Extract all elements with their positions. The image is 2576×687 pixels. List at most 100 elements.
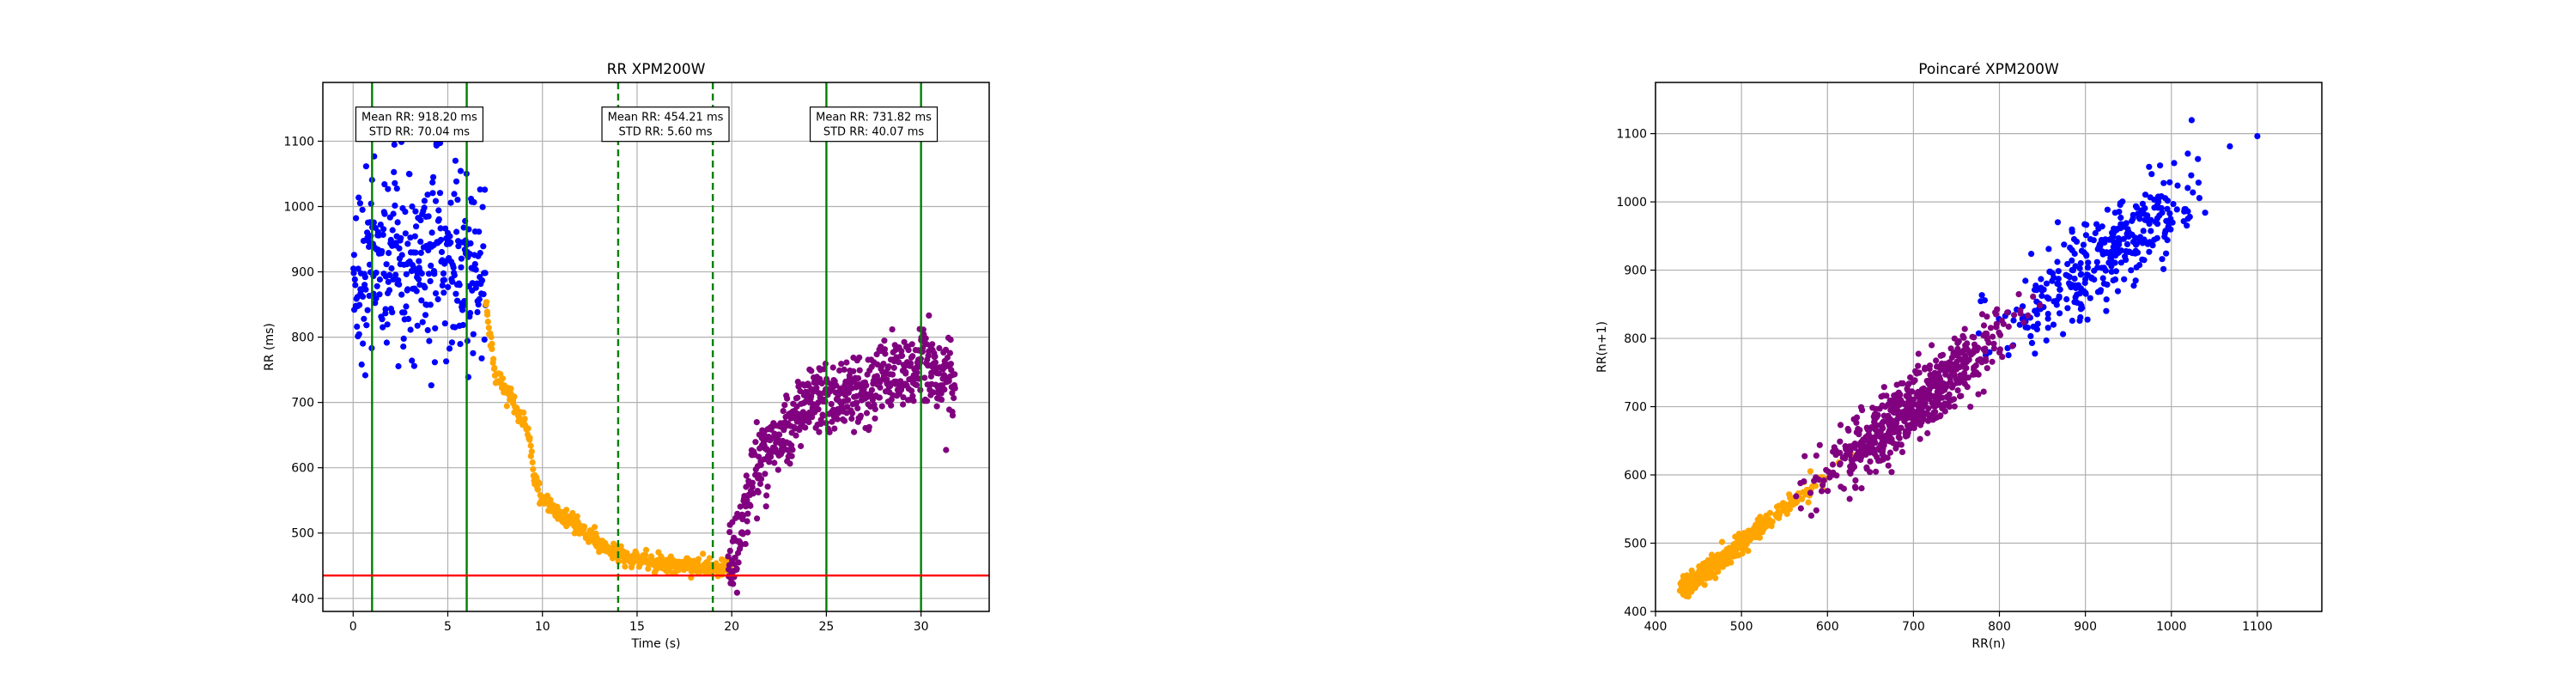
rr-data-point (534, 486, 542, 493)
poincare-data-point (2055, 268, 2062, 275)
poincare-data-point (1851, 441, 1858, 447)
poincare-data-point (1954, 387, 1961, 394)
rr-data-point (392, 202, 398, 209)
rr-data-point (398, 252, 405, 258)
poincare-data-point (1947, 374, 1953, 381)
rr-data-point (396, 281, 403, 288)
poincare-data-point (2050, 321, 2057, 328)
poincare-data-point (1820, 482, 1826, 489)
poincare-x-tick-label: 900 (2074, 620, 2097, 634)
poincare-data-point (1937, 376, 1944, 383)
poincare-data-point (1798, 495, 1806, 502)
rr-data-point (754, 515, 761, 522)
rr-data-point (405, 315, 412, 322)
rr-data-point (472, 266, 479, 273)
rr-data-point (482, 270, 489, 277)
poincare-data-point (2032, 350, 2038, 357)
rr-data-point (946, 350, 953, 356)
poincare-data-point (1905, 407, 1911, 414)
rr-data-point (356, 200, 363, 207)
rr-data-point (458, 255, 465, 262)
rr-data-point (872, 415, 878, 422)
poincare-data-point (1907, 374, 1914, 381)
rr-data-point (529, 459, 536, 466)
poincare-data-point (1956, 392, 1964, 400)
poincare-data-point (2118, 221, 2125, 228)
rr-data-point (354, 323, 361, 330)
rr-data-point (447, 199, 454, 206)
poincare-data-point (2004, 309, 2011, 316)
poincare-data-point (1923, 410, 1929, 417)
poincare-data-point (1818, 488, 1826, 495)
rr-data-point (941, 386, 948, 393)
poincare-data-point (2005, 352, 2012, 359)
poincare-data-point (2160, 265, 2167, 272)
poincare-plot-frame (1655, 82, 2323, 612)
poincare-data-point (1936, 413, 1943, 420)
poincare-data-point (1861, 443, 1868, 450)
poincare-data-point (1885, 462, 1892, 469)
rr-data-point (439, 282, 446, 289)
rr-data-point (831, 425, 838, 432)
poincare-data-point (2107, 249, 2114, 256)
poincare-data-point (1880, 456, 1886, 463)
poincare-data-point (2161, 229, 2168, 236)
rr-data-point (591, 524, 598, 531)
poincare-data-point (1905, 381, 1911, 388)
rr-data-point (431, 359, 438, 366)
rr-data-point (384, 321, 391, 328)
poincare-data-point (1706, 569, 1713, 576)
rr-data-point (400, 335, 407, 342)
poincare-y-tick-label: 700 (1624, 401, 1647, 415)
rr-data-point (942, 346, 950, 353)
poincare-data-point (2025, 312, 2032, 319)
rr-data-point (885, 363, 892, 370)
rr-chart-title: RR XPM200W (607, 61, 706, 78)
poincare-data-point (1857, 404, 1865, 410)
rr-data-point (706, 555, 714, 562)
poincare-data-point (1914, 389, 1921, 396)
rr-data-point (432, 290, 440, 297)
rr-data-point (776, 431, 783, 438)
rr-scatter-points (350, 138, 958, 596)
poincare-data-point (1916, 369, 1923, 376)
poincare-data-point (1801, 491, 1809, 498)
poincare-data-point (1952, 349, 1959, 356)
poincare-data-point (1691, 579, 1698, 586)
rr-data-point (424, 192, 431, 198)
rr-data-point (456, 282, 463, 289)
rr-data-point (909, 392, 916, 399)
rr-data-point (794, 379, 801, 386)
rr-data-point (441, 320, 448, 327)
poincare-data-point (1883, 433, 1890, 440)
poincare-data-point (2054, 219, 2062, 226)
poincare-data-point (1915, 362, 1922, 369)
rr-data-point (401, 309, 408, 316)
poincare-data-point (1782, 501, 1789, 508)
poincare-data-point (2063, 295, 2070, 303)
poincare-data-point (1878, 393, 1885, 400)
rr-data-point (841, 366, 848, 373)
rr-data-point (480, 243, 487, 250)
rr-data-point (362, 163, 369, 170)
poincare-data-point (1917, 422, 1924, 429)
rr-data-point (479, 204, 486, 210)
poincare-data-point (1961, 374, 1968, 381)
poincare-data-point (2022, 277, 2029, 284)
rr-data-point (856, 367, 863, 374)
poincare-data-point (1901, 417, 1908, 425)
rr-data-point (418, 270, 425, 277)
rr-data-point (936, 344, 943, 352)
rr-data-point (533, 474, 540, 481)
poincare-y-tick-label: 600 (1624, 469, 1647, 483)
rr-data-point (419, 319, 426, 325)
poincare-data-point (2254, 133, 2261, 140)
rr-data-point (868, 363, 875, 370)
rr-data-point (383, 261, 390, 268)
poincare-data-point (2071, 299, 2078, 306)
poincare-x-tick-label: 500 (1730, 620, 1753, 634)
poincare-data-point (1887, 407, 1894, 414)
poincare-data-point (1758, 524, 1765, 531)
rr-data-point (948, 367, 955, 374)
poincare-data-point (2054, 280, 2061, 287)
